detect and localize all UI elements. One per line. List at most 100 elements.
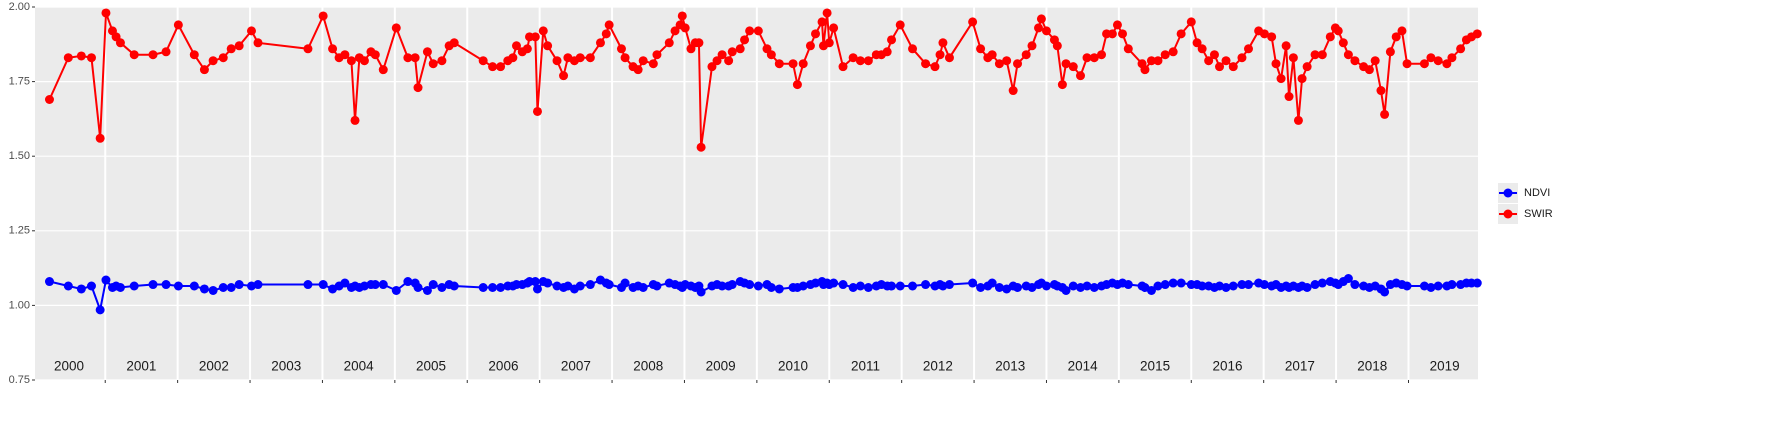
data-point [575,281,585,291]
data-point [478,282,488,292]
data-point [887,281,897,291]
data-point [908,281,918,291]
data-point [677,11,687,21]
data-point [987,50,997,60]
data-point [226,44,236,54]
data-point [488,62,498,72]
data-point [403,277,413,287]
x-tick-label: 2013 [995,359,1025,374]
data-point [1082,53,1092,63]
data-point [1192,38,1202,48]
data-point [930,62,940,72]
data-point [530,277,540,287]
data-point [811,29,821,39]
data-point [422,47,432,57]
data-point [199,65,209,75]
data-point [1228,281,1238,291]
data-point [585,53,595,63]
data-point [63,281,73,291]
data-point [1259,29,1269,39]
data-point [496,62,506,72]
data-point [1076,71,1086,81]
data-point [1472,278,1482,288]
x-tick-label: 2006 [488,359,518,374]
data-point [1021,50,1031,60]
data-point [378,65,388,75]
data-point [1117,29,1127,39]
data-point [604,20,614,30]
data-point [848,282,858,292]
data-point [1221,56,1231,66]
data-point [753,281,763,291]
y-tick-label: 1.00 [9,299,30,311]
data-point [1385,47,1395,57]
y-tick-label: 1.50 [9,150,30,162]
data-point [1160,50,1170,60]
data-point [86,281,96,291]
y-tick-label: 0.75 [9,374,30,386]
data-point [707,62,717,72]
data-point [370,50,380,60]
data-point [559,71,569,81]
data-point [1228,62,1238,72]
x-tick-label: 2016 [1212,359,1242,374]
data-point [208,285,218,295]
legend-dot [1503,188,1513,198]
data-point [189,50,199,60]
data-point [1237,53,1247,63]
x-tick-label: 2012 [923,359,953,374]
data-point [1271,59,1281,69]
data-point [378,280,388,290]
data-point [1061,59,1071,69]
data-point [1402,59,1412,69]
data-point [422,285,432,295]
data-point [652,50,662,60]
data-point [863,56,873,66]
data-point [633,65,643,75]
data-point [44,95,54,105]
data-point [1034,23,1044,33]
data-point [994,59,1004,69]
data-point [218,53,228,63]
data-point [727,47,737,57]
x-tick-label: 2005 [416,359,446,374]
data-point [895,281,905,291]
data-point [1343,274,1353,284]
data-point [1380,287,1390,297]
data-point [1442,59,1452,69]
data-point [543,278,553,288]
data-point [115,38,125,48]
data-point [1350,280,1360,290]
data-point [1176,29,1186,39]
data-point [921,280,931,290]
y-tick-label: 1.75 [9,76,30,88]
data-point [1013,282,1023,292]
data-point [1259,280,1269,290]
data-point [938,38,948,48]
data-point [1310,280,1320,290]
x-tick-label: 2009 [706,359,736,374]
data-point [717,281,727,291]
data-point [774,284,784,294]
data-point [855,281,865,291]
data-point [403,53,413,63]
data-point [161,47,171,57]
data-point [1297,74,1307,84]
data-point [798,59,808,69]
data-point [340,50,350,60]
data-point [908,44,918,54]
data-point [359,56,369,66]
data-point [1197,281,1207,291]
data-point [638,56,648,66]
data-point [86,53,96,63]
data-point [437,56,447,66]
data-point [1380,109,1390,119]
data-point [340,278,350,288]
x-tick-label: 2014 [1068,359,1099,374]
data-point [1146,285,1156,295]
data-point [413,282,423,292]
data-point [148,50,158,60]
x-tick-label: 2003 [271,359,301,374]
data-point [1433,56,1443,66]
legend-label: SWIR [1524,208,1553,220]
